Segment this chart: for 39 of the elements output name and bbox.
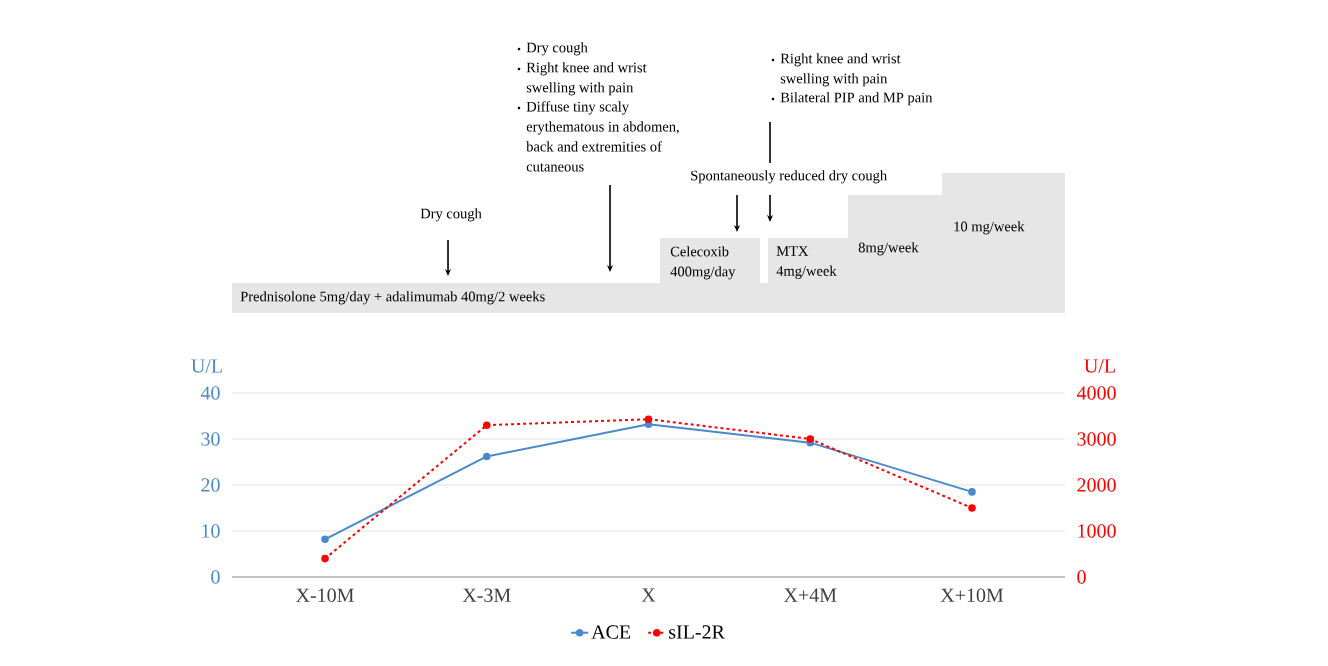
y2-tick-label: 2000 — [1077, 478, 1116, 492]
x-tick-label: X+4M — [783, 588, 837, 602]
point — [644, 415, 653, 424]
y-tick-label: 30 — [201, 432, 220, 446]
text: Spontaneously reduced dry cough — [691, 170, 887, 184]
text: Dry cough — [420, 208, 482, 222]
text: 8mg/week — [858, 242, 919, 256]
y2-tick-label: 3000 — [1077, 432, 1116, 446]
x-tick-label: X+10M — [940, 588, 1004, 603]
point — [968, 504, 976, 512]
x-tick-label: X — [641, 588, 656, 602]
legend-label: ACE — [591, 625, 631, 639]
y-tick-label: 20 — [201, 478, 220, 492]
x-tick-label: X-3M — [462, 588, 511, 602]
point — [321, 554, 329, 563]
text: Diffuse tiny scaly erythematous in abdomen, back and extremities of cutaneous — [526, 101, 679, 172]
text: 10 mg/week — [954, 221, 1025, 235]
y-tick-label: 10 — [202, 524, 220, 538]
text: Bilateral PIP and MP pain — [780, 92, 933, 106]
point — [321, 535, 329, 544]
text: Right knee and wrist swelling with pain — [526, 62, 647, 96]
y2-tick-label: 1000 — [1078, 524, 1116, 538]
point — [806, 435, 815, 443]
point — [482, 421, 491, 429]
x-tick-label: X-10M — [296, 588, 354, 603]
y2-tick-label: 0 — [1077, 570, 1086, 584]
y2-axis-title: U/L — [1084, 359, 1115, 373]
text: MTX 4mg/week — [776, 246, 837, 279]
point — [482, 452, 491, 461]
y-axis-title: U/L — [191, 359, 222, 373]
y2-tick-label: 4000 — [1076, 386, 1116, 400]
text: Dry cough — [526, 42, 588, 56]
point — [968, 488, 976, 496]
text: Prednisolone 5mg/day + adalimumab 40mg/2 weeks — [240, 291, 545, 305]
y-tick-label: 40 — [200, 386, 220, 400]
text: Right knee and wrist swelling with pain — [780, 53, 901, 87]
legend-label: sIL-2R — [669, 625, 725, 639]
y-tick-label: 0 — [211, 570, 220, 584]
text: Celecoxib 400mg/day — [670, 246, 736, 280]
